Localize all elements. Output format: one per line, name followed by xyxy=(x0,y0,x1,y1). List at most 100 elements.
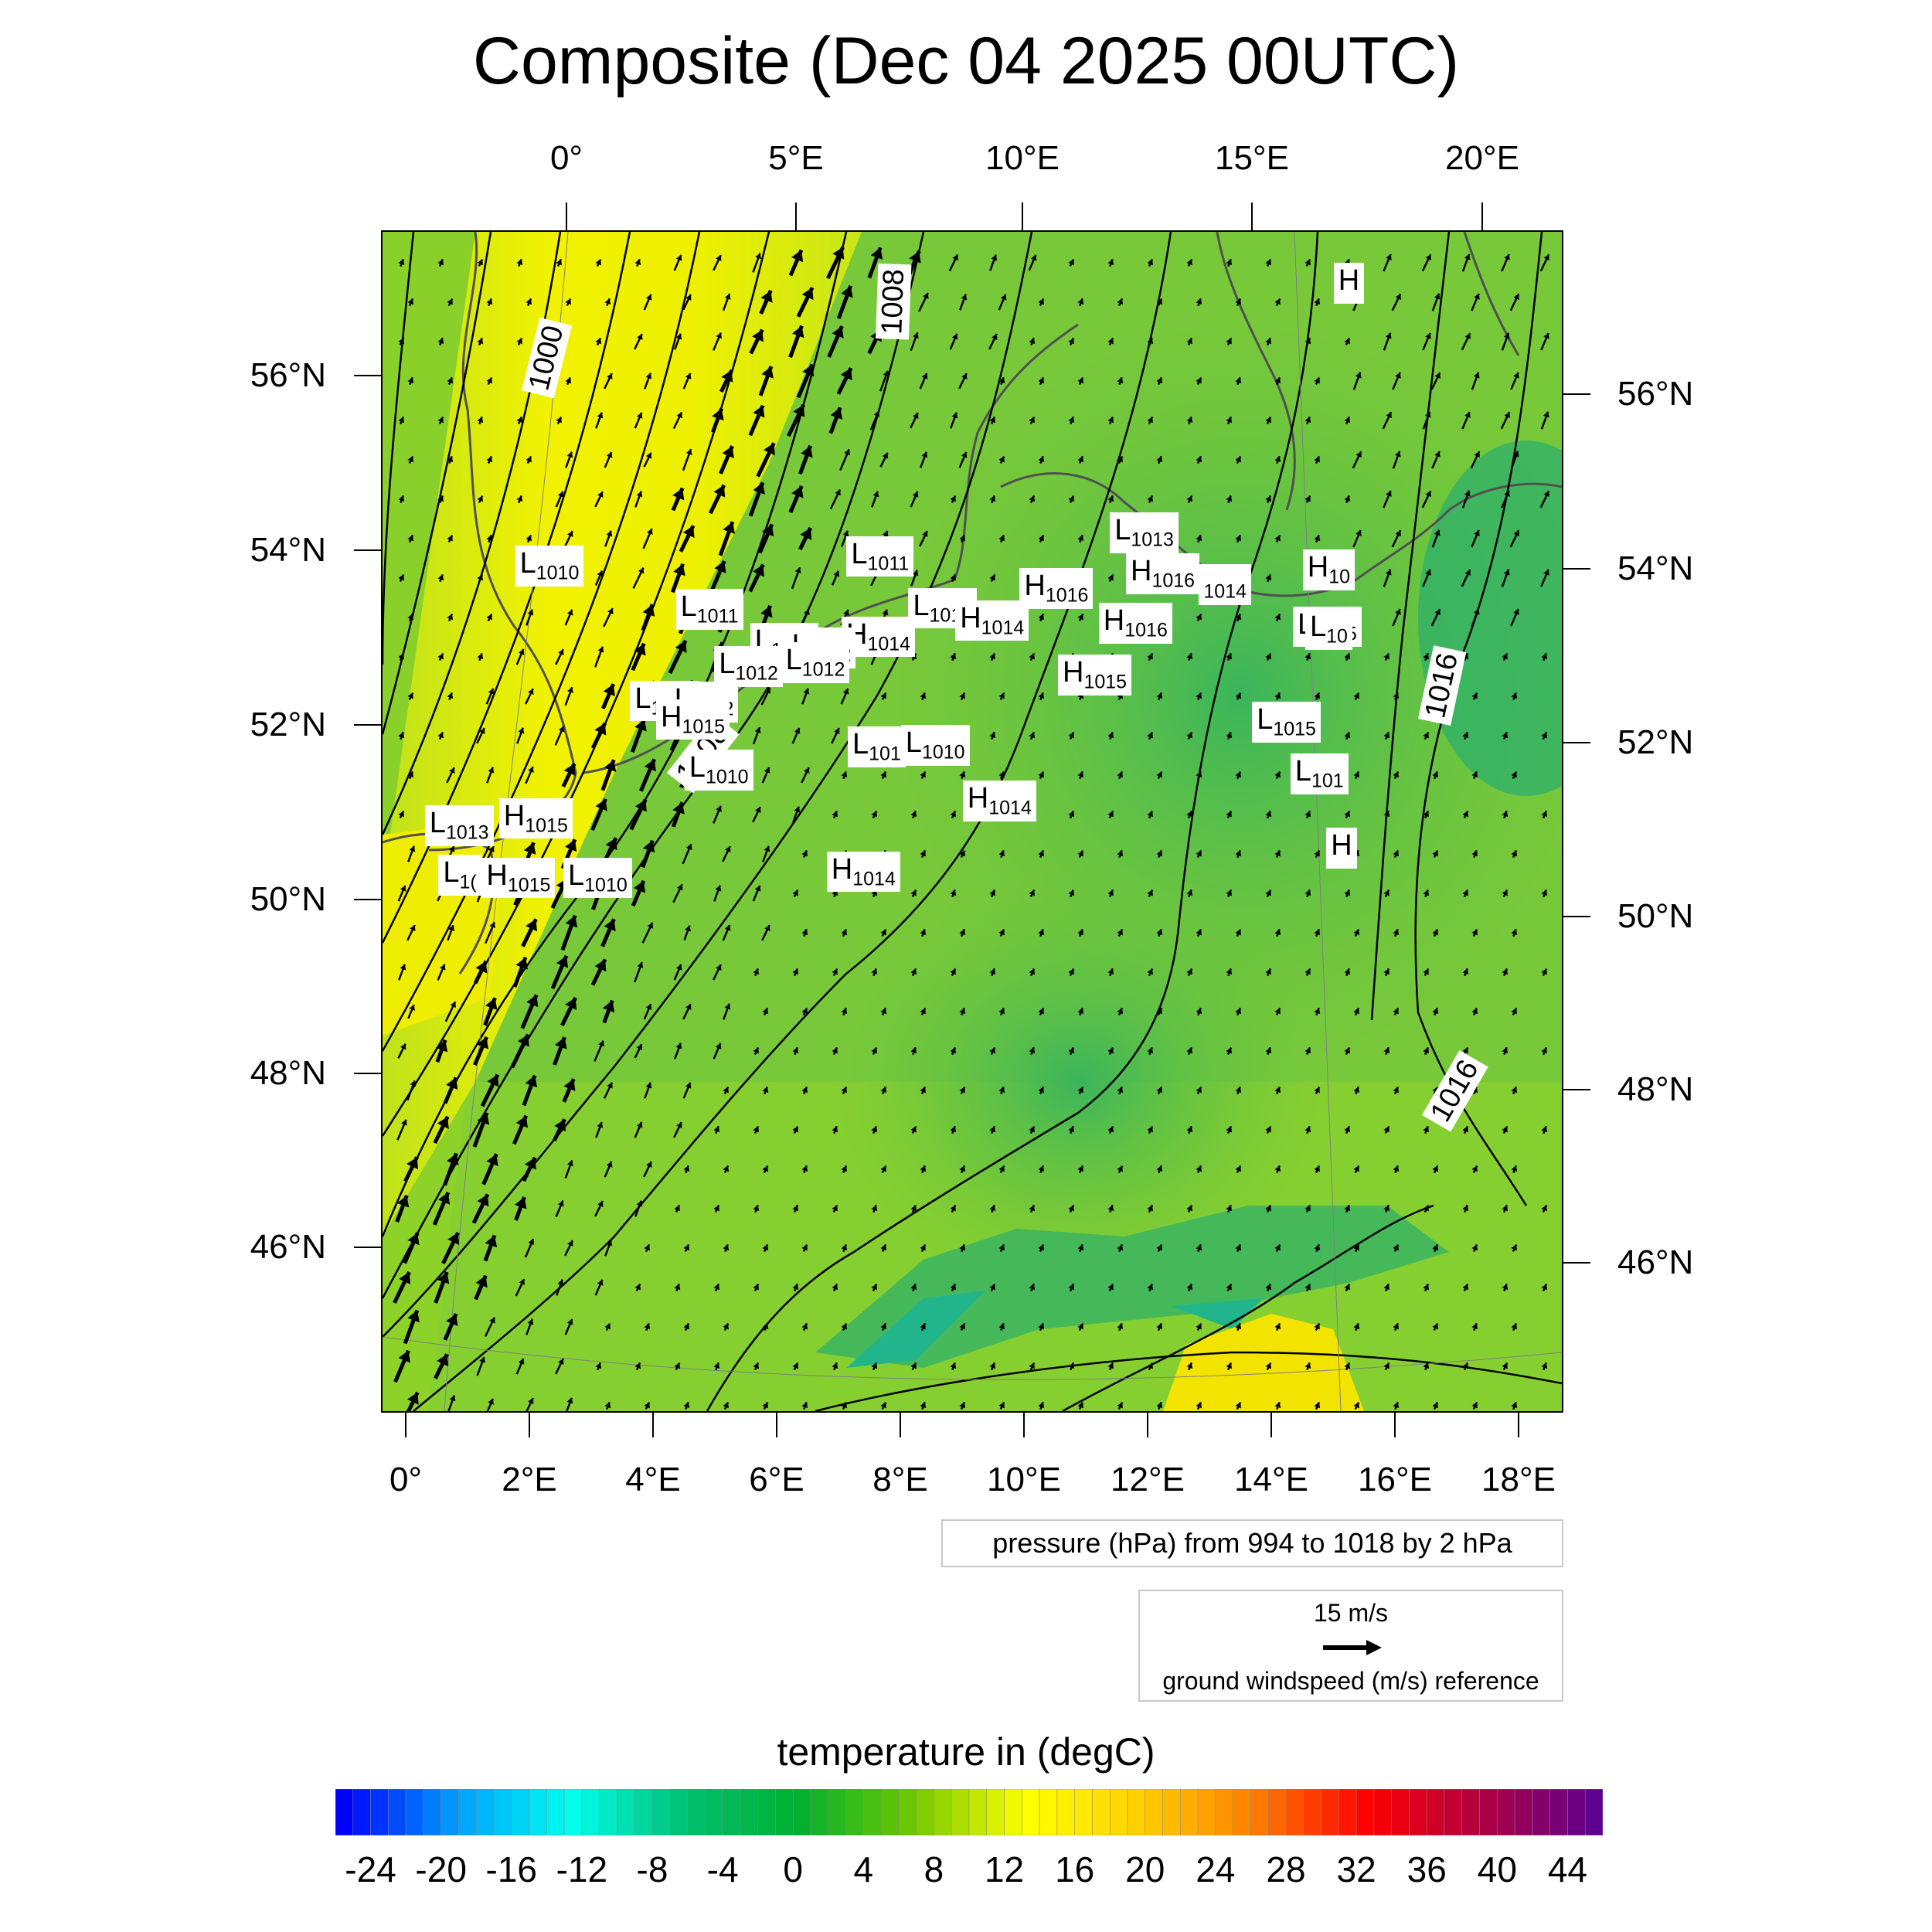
wind-arrow-head xyxy=(1107,1205,1114,1212)
wind-arrow-head xyxy=(1304,968,1311,975)
wind-arrow-head xyxy=(913,413,919,420)
wind-arrow-head xyxy=(1265,1047,1272,1054)
wind-arrow-head xyxy=(998,850,1005,857)
wind-arrow-head xyxy=(1511,1323,1518,1330)
wind-arrow-head xyxy=(636,1200,643,1207)
wind-arrow-head xyxy=(1226,1126,1233,1133)
wind-arrow-head xyxy=(1464,333,1471,340)
wind-arrow-head xyxy=(1423,1047,1430,1054)
wind-arrow-head xyxy=(1511,1008,1517,1015)
wind-arrow-head xyxy=(1471,1008,1478,1015)
wind-arrow-head xyxy=(1117,771,1124,778)
colorbar-box xyxy=(722,1789,741,1835)
wind-arrow-head xyxy=(1314,1323,1320,1330)
wind-arrow-head xyxy=(754,727,761,733)
wind-arrow-head xyxy=(1196,1165,1202,1172)
wind-arrow-head xyxy=(1304,259,1311,266)
wind-arrow-head xyxy=(1226,495,1233,502)
wind-arrow-head xyxy=(792,1126,798,1133)
wind-arrow-head xyxy=(1462,1126,1469,1133)
wind-arrow-head xyxy=(519,1279,526,1286)
wind-arrow-head xyxy=(528,1239,535,1245)
wind-arrow-head xyxy=(398,338,404,345)
wind-arrow-head xyxy=(636,1121,643,1128)
wind-arrow-head xyxy=(716,964,722,971)
wind-arrow-head xyxy=(1235,377,1242,384)
colorbar-box xyxy=(563,1789,583,1835)
wind-arrow-head xyxy=(1038,1165,1045,1172)
wind-arrow-head xyxy=(1513,530,1519,537)
colorbar-box xyxy=(1479,1789,1498,1835)
colorbar-box xyxy=(1514,1789,1533,1835)
wind-arrow-head xyxy=(1186,1047,1193,1054)
colorbar-tick-label: 44 xyxy=(1547,1849,1588,1889)
wind-arrow-head xyxy=(951,412,958,419)
wind-arrow-head xyxy=(526,919,537,932)
high-pressure-label: H1014 xyxy=(962,781,1036,821)
wind-arrow-head xyxy=(477,653,484,660)
wind-arrow-head xyxy=(527,609,534,616)
wind-arrow-head xyxy=(1038,771,1044,778)
wind-arrow-head xyxy=(913,332,919,339)
colorbar-box xyxy=(1285,1789,1304,1835)
wind-arrow-head xyxy=(1186,338,1193,345)
wind-arrow-head xyxy=(407,377,414,384)
wind-arrow-head xyxy=(844,449,850,456)
wind-arrow-head xyxy=(516,259,523,266)
low-pressure-label: L1015 xyxy=(1252,702,1321,743)
wind-arrow-head xyxy=(755,253,762,260)
wind-arrow-head xyxy=(1226,259,1233,266)
wind-arrow-head xyxy=(1385,569,1392,576)
wind-arrow-head xyxy=(910,889,917,896)
wind-arrow-head xyxy=(832,326,844,338)
wind-arrow-head xyxy=(437,1271,450,1284)
wind-arrow-head xyxy=(755,807,761,814)
wind-arrow-head xyxy=(1511,929,1518,936)
wind-arrow-head xyxy=(488,1398,494,1405)
wind-arrow-head xyxy=(880,771,887,778)
wind-arrow-head xyxy=(723,1323,729,1330)
wind-arrow-head xyxy=(446,1314,458,1326)
wind-arrow-head xyxy=(676,884,683,891)
wind-arrow-head xyxy=(832,247,845,260)
wind-arrow-head xyxy=(1029,968,1036,975)
wind-arrow-head xyxy=(1156,1165,1163,1172)
wind-arrow-head xyxy=(1541,1126,1548,1133)
wind-arrow-head xyxy=(1274,1087,1281,1094)
wind-arrow-head xyxy=(1423,811,1430,818)
wind-arrow-head xyxy=(604,919,616,932)
wind-arrow-head xyxy=(880,1087,887,1094)
wind-arrow-head xyxy=(409,845,416,852)
wind-arrow-head xyxy=(672,488,685,501)
wind-arrow-head xyxy=(1473,372,1480,379)
wind-arrow-head xyxy=(437,417,444,423)
colorbar-box xyxy=(1303,1789,1321,1835)
wind-arrow-head xyxy=(1186,259,1192,266)
wind-arrow-head xyxy=(1235,929,1241,936)
wind-arrow-head xyxy=(1107,574,1114,581)
wind-arrow-head xyxy=(923,292,929,299)
wind-arrow-head xyxy=(753,564,764,577)
wind-arrow-head xyxy=(1235,298,1242,305)
wind-arrow-head xyxy=(998,1008,1005,1015)
wind-arrow-head xyxy=(950,495,956,502)
temperature-colorbar xyxy=(335,1789,1603,1835)
colorbar-box xyxy=(1145,1789,1163,1835)
wind-arrow-head xyxy=(1226,732,1233,739)
wind-arrow-head xyxy=(1265,259,1272,266)
wind-arrow-head xyxy=(989,653,996,660)
colorbar-box xyxy=(634,1789,653,1835)
wind-arrow-head xyxy=(1147,1205,1154,1212)
wind-arrow-head xyxy=(1541,1047,1548,1054)
wind-arrow-head xyxy=(764,845,770,852)
colorbar-box xyxy=(986,1789,1005,1835)
wind-arrow-head xyxy=(477,574,484,581)
wind-arrow-head xyxy=(1383,968,1390,975)
right-lat-label: 48°N xyxy=(1617,1070,1694,1108)
wind-arrow-head xyxy=(1471,771,1478,778)
wind-arrow-head xyxy=(407,1310,420,1323)
wind-arrow-head xyxy=(1511,771,1517,778)
wind-arrow-head xyxy=(683,1402,690,1409)
wind-arrow-head xyxy=(1029,1284,1036,1291)
wind-arrow-head xyxy=(1344,889,1351,896)
